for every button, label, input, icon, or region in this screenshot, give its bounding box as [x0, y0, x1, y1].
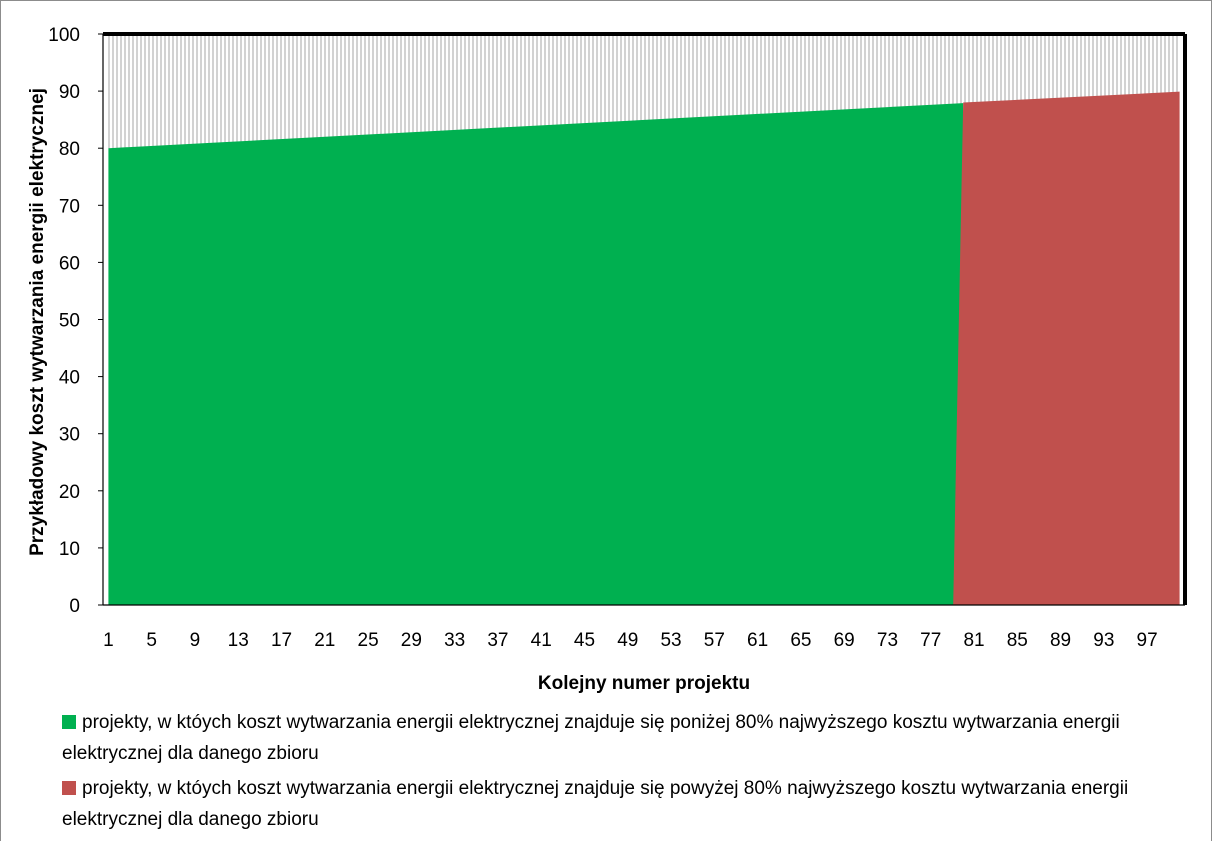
x-tick-label: 57 [704, 630, 725, 651]
x-tick-label: 73 [877, 630, 898, 651]
y-tick-label: 30 [59, 425, 80, 446]
x-tick-label: 25 [358, 630, 379, 651]
x-tick-label: 93 [1093, 630, 1114, 651]
legend-swatch-green [62, 715, 76, 729]
x-tick-label: 33 [444, 630, 465, 651]
x-tick-label: 37 [487, 630, 508, 651]
x-tick-label: 69 [834, 630, 855, 651]
x-tick-label: 61 [747, 630, 768, 651]
x-tick-label: 45 [574, 630, 595, 651]
legend-label-above-80: projekty, w któych koszt wytwarzania ene… [62, 778, 1129, 830]
y-tick-label: 60 [59, 253, 80, 274]
x-tick-label: 29 [401, 630, 422, 651]
x-tick-label: 9 [190, 630, 201, 651]
y-tick-label: 10 [59, 539, 80, 560]
series-green-area [108, 103, 964, 605]
y-tick-label: 90 [59, 82, 80, 103]
x-axis-title: Kolejny numer projektu [538, 673, 750, 694]
y-tick-label: 70 [59, 196, 80, 217]
x-tick-label: 13 [228, 630, 249, 651]
x-tick-label: 97 [1137, 630, 1158, 651]
series-red-area [953, 91, 1180, 605]
x-tick-label: 21 [314, 630, 335, 651]
x-tick-label: 1 [103, 630, 114, 651]
legend-label-below-80: projekty, w któych koszt wytwarzania ene… [62, 712, 1120, 764]
x-tick-label: 41 [531, 630, 552, 651]
y-tick-label: 50 [59, 311, 80, 332]
y-tick-label: 80 [59, 139, 80, 160]
y-tick-label: 40 [59, 368, 80, 389]
x-tick-label: 85 [1007, 630, 1028, 651]
x-tick-label: 53 [660, 630, 681, 651]
legend-entry-above-80: projekty, w któych koszt wytwarzania ene… [62, 773, 1202, 835]
y-tick-label: 20 [59, 482, 80, 503]
x-tick-label: 17 [271, 630, 292, 651]
chart-svg: 0 10 20 30 40 50 60 70 80 90 100 1 5 9 13 17 21 25 29 33 37 4… [27, 25, 1187, 694]
legend-entry-below-80: projekty, w któych koszt wytwarzania ene… [62, 707, 1202, 769]
x-tick-label: 5 [146, 630, 157, 651]
x-tick-label: 89 [1050, 630, 1071, 651]
y-axis-title: Przykładowy koszt wytwarzania energii el… [27, 88, 48, 556]
legend-swatch-red [62, 781, 76, 795]
y-tick-label: 100 [48, 25, 80, 46]
x-tick-label: 81 [963, 630, 984, 651]
x-tick-label: 77 [920, 630, 941, 651]
y-tick-label: 0 [69, 596, 80, 617]
x-tick-label: 65 [790, 630, 811, 651]
x-tick-label: 49 [617, 630, 638, 651]
